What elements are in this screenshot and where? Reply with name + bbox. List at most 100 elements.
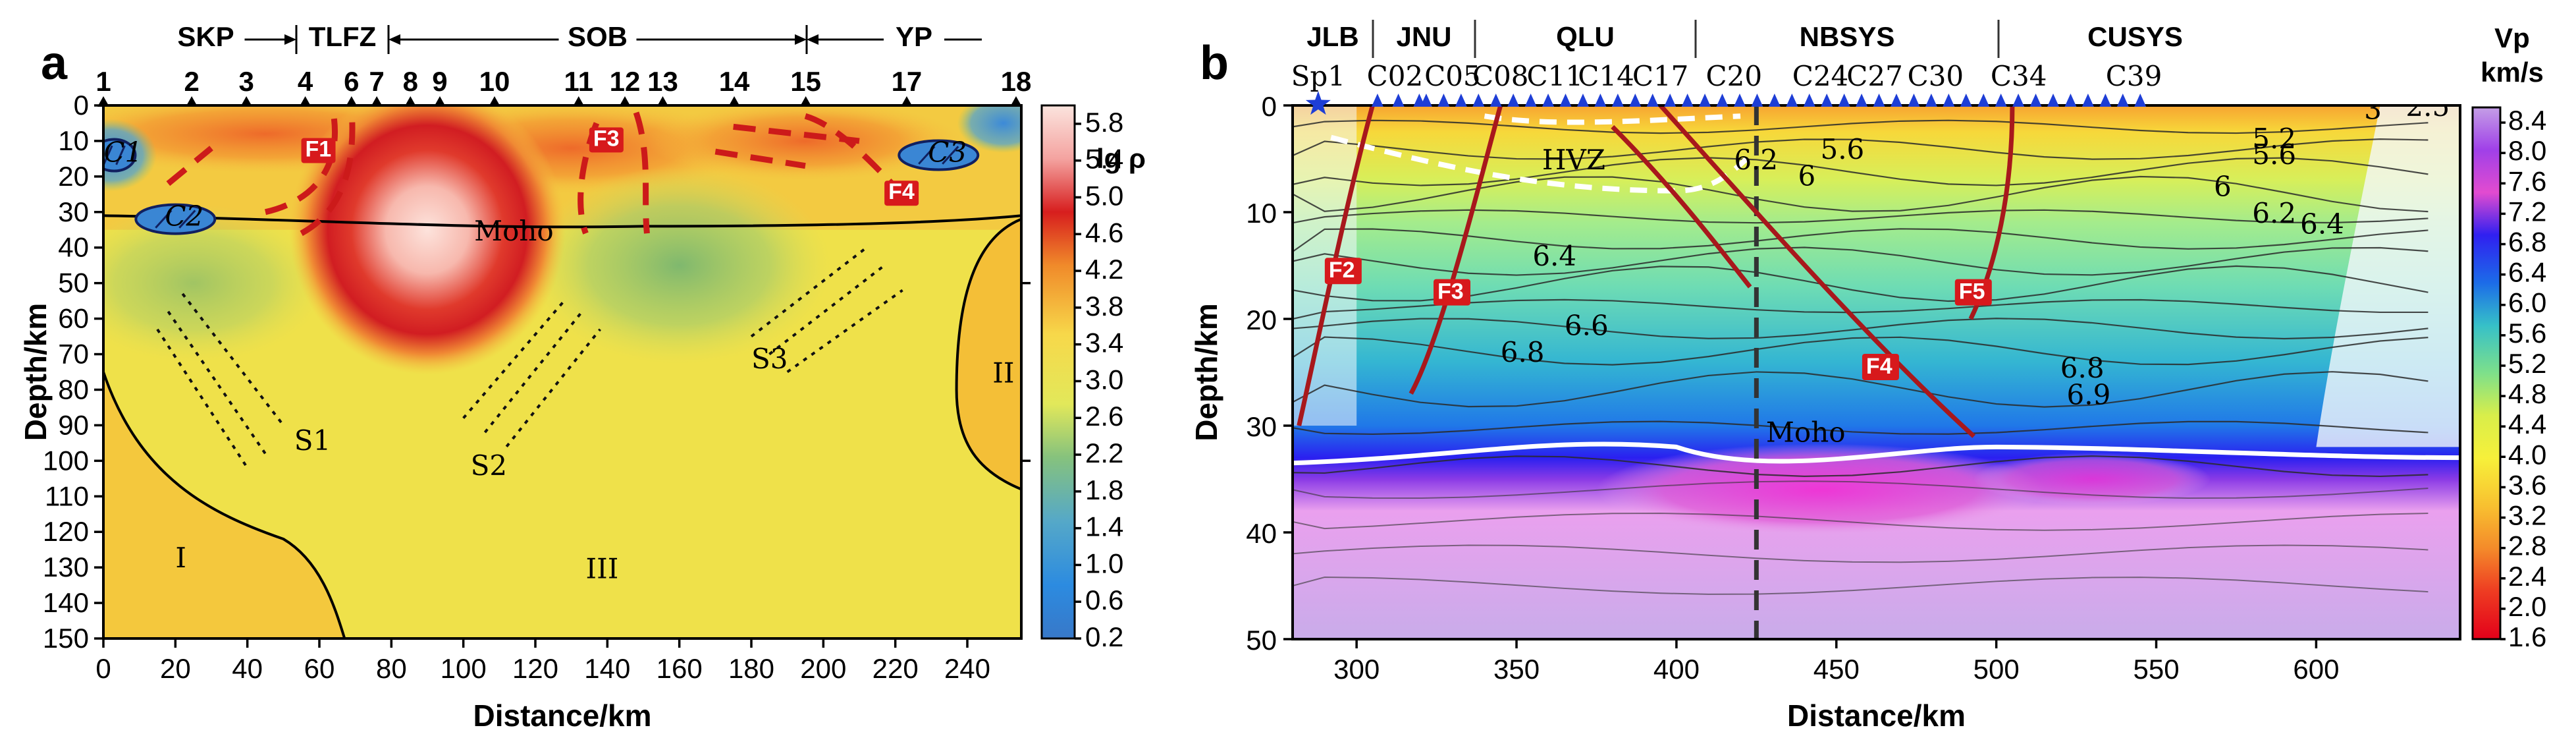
f4-label: F4 — [1866, 354, 1892, 379]
station-a-9 — [572, 96, 585, 107]
station-label-b-11: C34 — [1991, 60, 2047, 92]
trend-line-2 — [181, 293, 284, 426]
c2-ellipse-hatch-1 — [155, 210, 173, 229]
y-tick-label-a-14: 140 — [43, 587, 89, 618]
colorbar-a — [1040, 104, 1076, 640]
conductor-edge-east — [957, 105, 1021, 153]
colorbar-tick-label-b-0: 8.4 — [2508, 105, 2546, 136]
station-label-a-4: 6 — [344, 66, 359, 97]
y-tick-label-b-2: 20 — [1246, 304, 1277, 335]
c2-ellipse-hatch-2 — [178, 210, 196, 229]
colorbar-tick-label-b-13: 3.2 — [2508, 500, 2546, 531]
station-a-8 — [489, 96, 500, 107]
block-label-a-0: SKP — [177, 21, 234, 52]
station-a-10 — [619, 96, 631, 107]
station-a-11 — [657, 96, 669, 107]
colorbar-tick-label-a-1: 5.4 — [1085, 144, 1123, 175]
x-tick-label-a-8: 160 — [657, 653, 703, 684]
station-b-5 — [1437, 94, 1450, 107]
block-arrowhead-a-2l — [389, 34, 400, 45]
x-tick-label-b-2: 400 — [1653, 654, 1700, 685]
station-b-4 — [1420, 94, 1432, 107]
station-b-21 — [1716, 94, 1729, 107]
x-tick-label-a-11: 220 — [872, 653, 919, 684]
station-label-a-1: 2 — [184, 66, 199, 97]
colorbar-tick-label-b-16: 2.0 — [2508, 591, 2546, 622]
velocity-contour-11 — [1293, 371, 2428, 408]
zone-iii-label: III — [586, 552, 619, 584]
contour-label-9: 6.4 — [1532, 240, 1576, 272]
x-tick-label-a-5: 100 — [441, 653, 487, 684]
x-tick-label-a-9: 180 — [728, 653, 774, 684]
velocity-contour-12 — [1293, 420, 2428, 436]
contour-label-4: 5.6 — [2252, 138, 2296, 171]
conductor-west — [103, 204, 325, 362]
colorbar-tick-label-b-15: 2.4 — [2508, 561, 2546, 592]
moho-line-a — [103, 214, 1021, 229]
station-a-14 — [900, 96, 913, 107]
x-tick-label-a-3: 60 — [304, 653, 335, 684]
colorbar-tick-label-b-8: 5.2 — [2508, 348, 2546, 379]
y-tick-label-b-4: 40 — [1246, 518, 1277, 549]
f5-label-box — [1954, 279, 1992, 306]
s3-label: S3 — [751, 343, 788, 375]
c3-ellipse-label: C3 — [928, 136, 967, 169]
y-tick-label-a-15: 150 — [43, 623, 89, 654]
velocity-contour-2 — [1293, 157, 2428, 186]
x-tick-label-a-6: 120 — [512, 653, 558, 684]
colorbar-tick-label-a-11: 1.4 — [1085, 511, 1123, 542]
station-b-19 — [1681, 94, 1694, 107]
station-label-a-3: 4 — [298, 66, 313, 97]
contour-label-13: 6.8 — [2060, 352, 2105, 384]
unresolved-east — [2316, 105, 2460, 447]
station-label-b-4: C11 — [1527, 60, 1584, 92]
station-label-a-9: 11 — [564, 66, 593, 97]
colorbar-tick-label-b-1: 8.0 — [2508, 135, 2546, 166]
colorbar-tick-label-a-4: 4.2 — [1085, 254, 1123, 285]
trend-line-4 — [462, 300, 566, 419]
station-b-28 — [1838, 94, 1850, 107]
y-tick-label-b-3: 30 — [1246, 411, 1277, 442]
y-tick-label-a-13: 130 — [43, 552, 89, 582]
station-b-35 — [1960, 94, 1972, 107]
station-b-39 — [2029, 94, 2042, 107]
velocity-contour-13 — [1293, 455, 2428, 478]
y-tick-label-a-10: 100 — [43, 445, 89, 476]
velocity-contour-6 — [1293, 246, 2428, 276]
f5-label: F5 — [1959, 279, 1985, 304]
station-a-3 — [299, 96, 311, 107]
colorbar-tick-label-a-9: 2.2 — [1085, 438, 1123, 468]
x-axis-label-a: Distance/km — [473, 698, 651, 733]
colorbar-title-b-2: km/s — [2481, 57, 2544, 88]
block-arrowhead-a-2r — [795, 34, 807, 45]
station-a-1 — [186, 96, 198, 107]
hvz-label: HVZ — [1542, 144, 1605, 176]
station-b-2 — [1392, 94, 1405, 107]
block-label-a-3: YP — [896, 21, 932, 52]
contour-label-14: 6.9 — [2067, 379, 2111, 411]
block-arrowhead-a-3 — [807, 34, 818, 45]
f4-label-box — [1862, 354, 1899, 380]
colorbar-tick-label-b-6: 6.0 — [2508, 287, 2546, 318]
fault-trace-a-5 — [633, 111, 650, 234]
colorbar-tick-label-a-2: 5.0 — [1085, 180, 1123, 211]
y-tick-label-b-0: 0 — [1262, 91, 1277, 122]
trend-line-3 — [156, 328, 249, 469]
station-b-17 — [1646, 94, 1659, 107]
station-b-6 — [1455, 94, 1467, 107]
contour-label-7: 6.2 — [1734, 144, 1778, 176]
colorbar-title-a: lg ρ — [1096, 143, 1146, 174]
velocity-contour-3 — [1293, 175, 2428, 213]
station-b-30 — [1873, 94, 1885, 107]
y-tick-label-b-1: 10 — [1246, 198, 1277, 229]
station-b-38 — [2012, 94, 2025, 107]
station-b-41 — [2064, 94, 2077, 107]
station-b-14 — [1594, 94, 1607, 107]
x-tick-label-b-1: 350 — [1493, 654, 1540, 685]
contour-label-6: 6 — [2214, 171, 2232, 203]
station-b-23 — [1751, 94, 1763, 107]
colorbar-tick-label-a-12: 1.0 — [1085, 548, 1123, 579]
trend-line-9 — [786, 289, 903, 374]
